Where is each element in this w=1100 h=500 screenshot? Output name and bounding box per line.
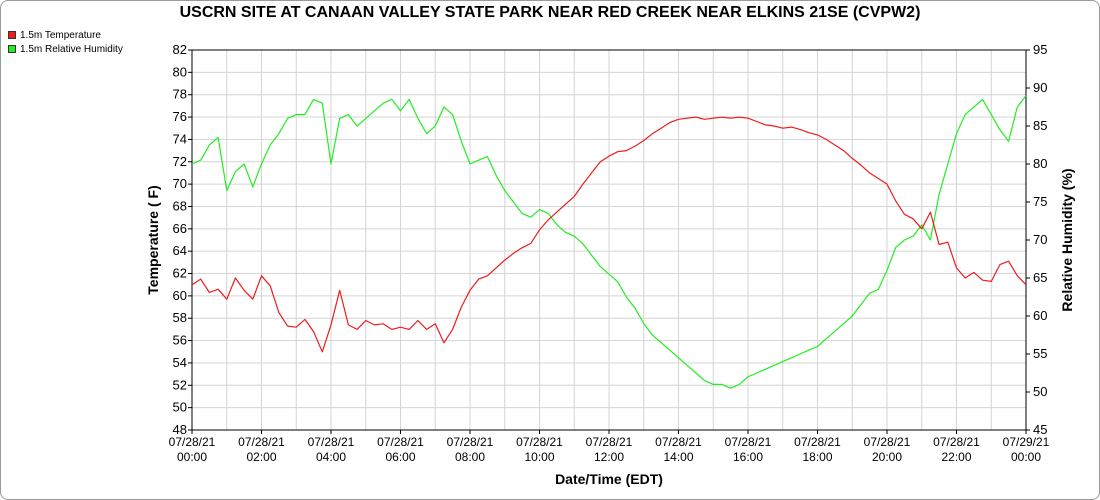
legend-swatch-humidity (8, 45, 16, 53)
y-left-tick-label: 64 (173, 243, 187, 258)
x-tick-label-time: 16:00 (733, 450, 763, 464)
chart-legend: 1.5m Temperature 1.5m Relative Humidity (8, 28, 123, 56)
y-right-tick-label: 65 (1033, 270, 1047, 285)
chart-title: USCRN SITE AT CANAAN VALLEY STATE PARK N… (179, 4, 921, 21)
x-tick-label-time: 12:00 (594, 450, 624, 464)
x-tick-label-date: 07/29/21 (1003, 435, 1050, 449)
x-tick-label-time: 00:00 (177, 450, 207, 464)
y-left-tick-label: 82 (173, 42, 187, 57)
y-left-tick-label: 54 (173, 355, 187, 370)
legend-item-temperature: 1.5m Temperature (8, 28, 123, 42)
x-tick-label-date: 07/28/21 (655, 435, 702, 449)
y-right-tick-label: 70 (1033, 232, 1047, 247)
x-tick-label-date: 07/28/21 (447, 435, 494, 449)
x-tick-label-date: 07/28/21 (377, 435, 424, 449)
y-left-axis-label: Temperature ( F) (145, 185, 161, 294)
x-tick-label-date: 07/28/21 (308, 435, 355, 449)
y-left-tick-label: 60 (173, 288, 187, 303)
y-left-tick-label: 58 (173, 310, 187, 325)
series-line-humidity (191, 95, 1027, 389)
x-tick-label-time: 02:00 (246, 450, 276, 464)
x-axis-label: Date/Time (EDT) (555, 471, 663, 487)
y-left-tick-label: 52 (173, 377, 187, 392)
x-tick-label-date: 07/28/21 (725, 435, 772, 449)
x-tick-label-date: 07/28/21 (238, 435, 285, 449)
y-right-tick-label: 75 (1033, 194, 1047, 209)
legend-item-humidity: 1.5m Relative Humidity (8, 42, 123, 56)
x-tick-label-date: 07/28/21 (169, 435, 216, 449)
y-right-tick-label: 55 (1033, 346, 1047, 361)
y-right-tick-label: 45 (1033, 422, 1047, 437)
x-tick-label-date: 07/28/21 (864, 435, 911, 449)
y-right-axis-label: Relative Humidity (%) (1059, 168, 1075, 311)
series-line-temperature (191, 116, 1027, 353)
x-tick-label-time: 08:00 (455, 450, 485, 464)
x-tick-label-time: 18:00 (802, 450, 832, 464)
legend-swatch-temperature (8, 31, 16, 39)
x-tick-label-time: 20:00 (872, 450, 902, 464)
x-tick-label-time: 14:00 (663, 450, 693, 464)
y-left-tick-label: 68 (173, 198, 187, 213)
legend-label-temperature: 1.5m Temperature (20, 29, 101, 41)
x-tick-label-time: 06:00 (385, 450, 415, 464)
y-right-tick-label: 50 (1033, 384, 1047, 399)
x-tick-label-time: 22:00 (941, 450, 971, 464)
y-right-tick-label: 60 (1033, 308, 1047, 323)
y-left-tick-label: 66 (173, 221, 187, 236)
y-left-tick-label: 72 (173, 154, 187, 169)
x-tick-label-time: 04:00 (316, 450, 346, 464)
y-left-tick-label: 62 (173, 266, 187, 281)
y-left-tick-label: 76 (173, 109, 187, 124)
y-right-tick-label: 80 (1033, 156, 1047, 171)
x-tick-label-date: 07/28/21 (794, 435, 841, 449)
y-left-tick-label: 74 (173, 131, 187, 146)
y-right-tick-label: 95 (1033, 42, 1047, 57)
x-tick-label-date: 07/28/21 (933, 435, 980, 449)
y-left-tick-label: 80 (173, 64, 187, 79)
y-left-tick-label: 70 (173, 176, 187, 191)
y-right-tick-label: 85 (1033, 118, 1047, 133)
x-tick-label-date: 07/28/21 (516, 435, 563, 449)
y-left-tick-label: 48 (173, 422, 187, 437)
y-left-tick-label: 56 (173, 333, 187, 348)
x-tick-label-time: 10:00 (524, 450, 554, 464)
x-tick-label-time: 00:00 (1011, 450, 1041, 464)
y-left-tick-label: 78 (173, 87, 187, 102)
y-right-tick-label: 90 (1033, 80, 1047, 95)
x-tick-label-date: 07/28/21 (586, 435, 633, 449)
legend-label-humidity: 1.5m Relative Humidity (20, 43, 123, 55)
y-left-tick-label: 50 (173, 400, 187, 415)
